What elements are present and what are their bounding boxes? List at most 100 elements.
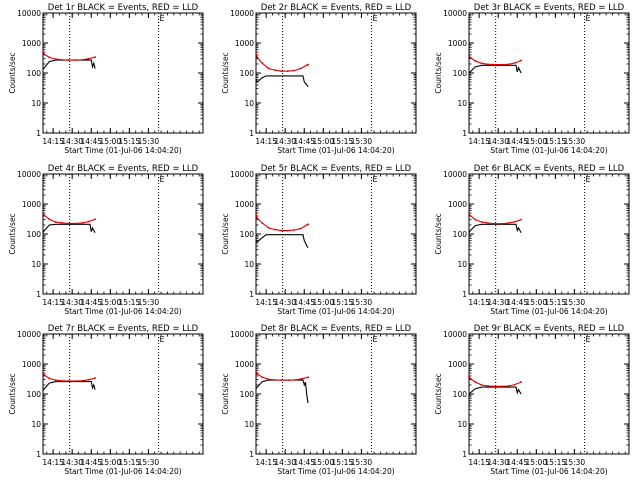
lld-data-point [94, 218, 96, 221]
y-tick-label: 1 [462, 450, 467, 459]
chart-title: Det 6r BLACK = Events, RED = LLD [474, 164, 625, 174]
y-tick-label: 100 [27, 69, 42, 78]
x-tick-label: 15:00 [525, 137, 547, 146]
lld-data-point [480, 384, 483, 386]
lld-data-point [255, 52, 257, 55]
lld-data-point [267, 67, 270, 70]
lld-data-point [94, 56, 96, 58]
x-tick-label: 15:00 [525, 458, 547, 467]
plot-frame [255, 12, 417, 134]
lld-series-line [255, 371, 309, 381]
x-tick-label: 15:15 [119, 137, 141, 146]
lld-series-line [468, 376, 522, 387]
x-tick-label: 15:30 [351, 458, 373, 467]
e-marker-label: E [586, 335, 591, 344]
events-series-line [42, 59, 96, 70]
chart-panel-1: Det 1r BLACK = Events, RED = LLD 1 10 100 10… [8, 3, 204, 155]
x-tick-label: 14:15 [42, 458, 64, 467]
x-tick-label: 14:45 [293, 458, 315, 467]
chart-title: Det 2r BLACK = Events, RED = LLD [261, 3, 412, 13]
lld-data-point [87, 57, 90, 60]
lld-data-point [513, 62, 516, 64]
x-tick-label: 15:00 [525, 298, 547, 307]
lld-series-line [42, 213, 96, 224]
x-tick-label: 14:15 [468, 137, 490, 146]
x-tick-label: 15:00 [99, 298, 121, 307]
lld-data-point [54, 58, 57, 61]
events-series-line [255, 379, 309, 404]
y-tick-label: 100 [27, 390, 42, 399]
x-tick-label: 14:30 [487, 458, 509, 467]
lld-data-point [493, 63, 496, 66]
events-series-line [255, 234, 309, 249]
lld-data-point [294, 379, 297, 381]
chart-title: Det 4r BLACK = Events, RED = LLD [48, 164, 199, 174]
lld-data-point [61, 379, 63, 382]
lld-data-point [43, 374, 46, 376]
lld-data-point [274, 228, 276, 231]
lld-data-point [487, 63, 489, 66]
events-series-line [468, 223, 522, 234]
lld-data-point [480, 221, 483, 223]
y-axis-label: Counts/sec [8, 373, 17, 414]
lld-data-point [67, 222, 70, 225]
y-tick-label: 10 [31, 260, 41, 269]
chart-panel-8: Det 8r BLACK = Events, RED = LLD 1 10 100 10… [221, 324, 417, 476]
lld-data-point [280, 70, 283, 73]
plot-frame [255, 173, 417, 295]
lld-series-line [468, 55, 522, 66]
lld-data-point [299, 67, 302, 70]
events-series-line [468, 64, 522, 74]
lld-data-point [487, 385, 489, 387]
lld-data-point [474, 218, 477, 221]
lld-data-point [255, 213, 257, 216]
lld-data-point [474, 60, 477, 62]
lld-data-point [87, 220, 90, 223]
plot-frame [468, 173, 630, 295]
y-tick-label: 10 [31, 99, 41, 108]
lld-data-point [280, 379, 283, 382]
e-marker-label: E [586, 14, 591, 23]
y-tick-label: 10000 [230, 9, 254, 18]
lld-data-point [293, 69, 295, 72]
events-series-line [468, 386, 522, 396]
e-marker-label: E [373, 14, 378, 23]
y-tick-label: 100 [27, 230, 42, 239]
y-tick-label: 10 [457, 260, 467, 269]
y-axis-label: Counts/sec [221, 52, 230, 93]
chart-panel-3: Det 3r BLACK = Events, RED = LLD 1 10 100 10… [434, 3, 630, 155]
e-marker-label: E [160, 335, 165, 344]
x-axis-label: Start Time (01-Jul-06 14:04:20) [490, 146, 607, 155]
y-tick-label: 1000 [22, 39, 41, 48]
y-axis-label: Counts/sec [221, 373, 230, 414]
y-tick-label: 10000 [230, 170, 254, 179]
y-axis-label: Counts/sec [434, 373, 443, 414]
lld-data-point [501, 63, 503, 66]
x-axis-label: Start Time (01-Jul-06 14:04:20) [277, 467, 394, 476]
plot-frame [468, 333, 630, 455]
x-tick-label: 15:15 [332, 137, 354, 146]
lld-data-point [513, 220, 516, 223]
lld-data-point [286, 70, 289, 73]
y-tick-label: 10 [244, 420, 254, 429]
x-tick-label: 15:30 [564, 137, 586, 146]
e-marker-label: E [373, 335, 378, 344]
y-tick-label: 100 [240, 390, 255, 399]
x-tick-label: 15:30 [138, 137, 160, 146]
x-tick-label: 15:15 [119, 298, 141, 307]
x-tick-label: 15:15 [119, 458, 141, 467]
lld-data-point [75, 222, 77, 225]
x-tick-label: 15:00 [312, 137, 334, 146]
lld-series-line [42, 372, 96, 382]
x-tick-label: 14:30 [274, 137, 296, 146]
lld-data-point [288, 379, 290, 382]
y-tick-label: 100 [453, 69, 468, 78]
lld-series-line [42, 52, 96, 61]
x-tick-label: 15:30 [564, 458, 586, 467]
x-tick-label: 15:15 [332, 458, 354, 467]
lld-data-point [520, 218, 522, 221]
lld-data-point [42, 372, 44, 374]
chart-title: Det 5r BLACK = Events, RED = LLD [261, 164, 412, 174]
lld-data-point [480, 62, 483, 65]
y-tick-label: 1000 [448, 200, 467, 209]
